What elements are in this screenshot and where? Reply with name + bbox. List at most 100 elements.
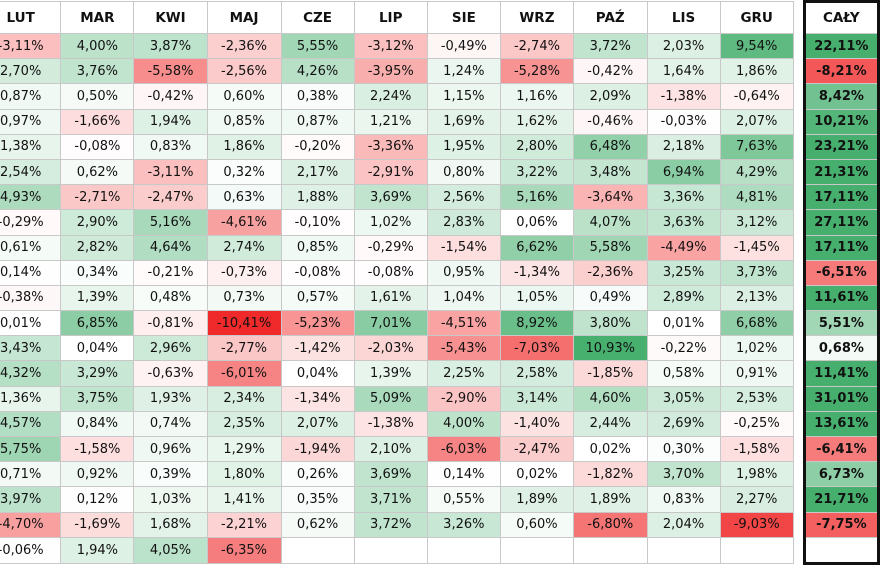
month-cell[interactable]: 0,85% <box>280 234 355 261</box>
month-cell[interactable]: -0,25% <box>719 410 794 438</box>
month-cell[interactable]: 1,94% <box>60 536 135 564</box>
month-cell[interactable]: -2,71% <box>60 184 135 211</box>
month-cell[interactable]: 10,93% <box>573 335 648 362</box>
month-cell[interactable]: 9,54% <box>719 32 794 60</box>
month-cell[interactable]: -10,41% <box>206 310 282 337</box>
month-cell[interactable]: 3,73% <box>719 259 794 286</box>
month-cell[interactable]: 2,18% <box>646 133 721 160</box>
month-cell[interactable]: 0,01% <box>0 310 62 337</box>
month-cell[interactable]: -0,08% <box>280 259 355 286</box>
month-cell[interactable]: 2,07% <box>280 410 355 438</box>
month-cell[interactable]: 1,02% <box>353 209 428 236</box>
month-cell[interactable]: 1,02% <box>719 335 794 362</box>
month-cell[interactable]: 3,22% <box>499 158 575 186</box>
month-cell[interactable]: -2,77% <box>206 335 282 362</box>
month-cell[interactable]: 0,12% <box>60 486 135 513</box>
month-cell[interactable]: 6,94% <box>646 158 721 186</box>
total-cell[interactable]: 11,61% <box>802 284 880 312</box>
month-cell[interactable]: -1,34% <box>280 385 355 412</box>
month-cell[interactable]: 4,60% <box>573 385 648 412</box>
month-cell[interactable]: 6,48% <box>573 133 648 160</box>
month-cell[interactable]: 8,92% <box>499 310 575 337</box>
month-cell[interactable]: 4,32% <box>0 360 62 387</box>
month-cell[interactable]: 3,69% <box>353 184 428 211</box>
month-cell[interactable]: 1,80% <box>206 461 282 488</box>
month-cell[interactable]: -1,45% <box>719 234 794 261</box>
month-cell[interactable]: -2,56% <box>206 58 282 85</box>
month-cell[interactable]: 0,26% <box>280 461 355 488</box>
month-cell[interactable]: 5,16% <box>133 209 208 236</box>
month-cell[interactable]: 7,63% <box>719 133 794 160</box>
month-cell[interactable]: -1,66% <box>60 108 135 135</box>
month-cell[interactable]: 0,04% <box>60 335 135 362</box>
month-cell[interactable]: 1,04% <box>426 284 501 312</box>
column-header[interactable]: LIP <box>353 1 428 34</box>
month-cell[interactable]: 3,25% <box>646 259 721 286</box>
month-cell[interactable]: 4,64% <box>133 234 208 261</box>
month-cell[interactable]: 1,39% <box>60 284 135 312</box>
month-cell[interactable] <box>719 536 794 564</box>
month-cell[interactable]: 5,58% <box>573 234 648 261</box>
month-cell[interactable]: 0,48% <box>133 284 208 312</box>
month-cell[interactable]: 0,57% <box>280 284 355 312</box>
month-cell[interactable]: 0,38% <box>280 83 355 110</box>
month-cell[interactable]: -0,06% <box>0 536 62 564</box>
month-cell[interactable]: 0,85% <box>206 108 282 135</box>
month-cell[interactable]: 0,60% <box>499 511 575 538</box>
month-cell[interactable]: -0,73% <box>206 259 282 286</box>
month-cell[interactable]: 1,24% <box>426 58 501 85</box>
month-cell[interactable]: -3,11% <box>0 32 62 60</box>
month-cell[interactable]: -2,74% <box>499 32 575 60</box>
column-header[interactable]: CZE <box>280 1 355 34</box>
total-cell[interactable]: 13,61% <box>802 410 880 438</box>
month-cell[interactable]: 2,70% <box>0 58 62 85</box>
month-cell[interactable]: 1,21% <box>353 108 428 135</box>
month-cell[interactable]: -2,21% <box>206 511 282 538</box>
month-cell[interactable]: 0,91% <box>719 360 794 387</box>
month-cell[interactable]: -0,10% <box>280 209 355 236</box>
month-cell[interactable]: 1,98% <box>719 461 794 488</box>
month-cell[interactable]: -1,38% <box>646 83 721 110</box>
month-cell[interactable]: 5,09% <box>353 385 428 412</box>
month-cell[interactable]: 4,93% <box>0 184 62 211</box>
month-cell[interactable]: 3,36% <box>646 184 721 211</box>
month-cell[interactable]: 2,54% <box>0 158 62 186</box>
month-cell[interactable]: 2,34% <box>206 385 282 412</box>
month-cell[interactable]: 3,87% <box>133 32 208 60</box>
month-cell[interactable]: -1,54% <box>426 234 501 261</box>
column-header[interactable]: MAR <box>60 1 135 34</box>
month-cell[interactable]: -6,80% <box>573 511 648 538</box>
month-cell[interactable]: -4,51% <box>426 310 501 337</box>
month-cell[interactable]: -1,58% <box>719 435 794 463</box>
month-cell[interactable]: 2,53% <box>719 385 794 412</box>
total-cell[interactable]: 22,11% <box>802 32 880 60</box>
month-cell[interactable]: 2,89% <box>646 284 721 312</box>
month-cell[interactable]: 0,63% <box>206 184 282 211</box>
month-cell[interactable]: -0,42% <box>133 83 208 110</box>
month-cell[interactable]: 0,95% <box>426 259 501 286</box>
month-cell[interactable]: 2,07% <box>719 108 794 135</box>
month-cell[interactable]: -0,42% <box>573 58 648 85</box>
month-cell[interactable]: -2,90% <box>426 385 501 412</box>
month-cell[interactable]: 0,35% <box>280 486 355 513</box>
month-cell[interactable]: 3,14% <box>499 385 575 412</box>
month-cell[interactable]: 2,25% <box>426 360 501 387</box>
month-cell[interactable]: 0,62% <box>60 158 135 186</box>
column-header[interactable]: LIS <box>646 1 721 34</box>
month-cell[interactable]: 0,61% <box>0 234 62 261</box>
month-cell[interactable]: -1,85% <box>573 360 648 387</box>
month-cell[interactable]: 3,43% <box>0 335 62 362</box>
month-cell[interactable]: 1,86% <box>206 133 282 160</box>
month-cell[interactable]: 0,83% <box>133 133 208 160</box>
month-cell[interactable]: -0,46% <box>573 108 648 135</box>
month-cell[interactable]: 7,01% <box>353 310 428 337</box>
month-cell[interactable]: 6,68% <box>719 310 794 337</box>
month-cell[interactable]: -4,70% <box>0 511 62 538</box>
month-cell[interactable]: 3,70% <box>646 461 721 488</box>
month-cell[interactable]: -3,36% <box>353 133 428 160</box>
month-cell[interactable]: 2,27% <box>719 486 794 513</box>
month-cell[interactable]: 0,14% <box>426 461 501 488</box>
total-cell[interactable]: 17,11% <box>802 184 880 211</box>
month-cell[interactable]: -5,43% <box>426 335 501 362</box>
month-cell[interactable]: 4,81% <box>719 184 794 211</box>
